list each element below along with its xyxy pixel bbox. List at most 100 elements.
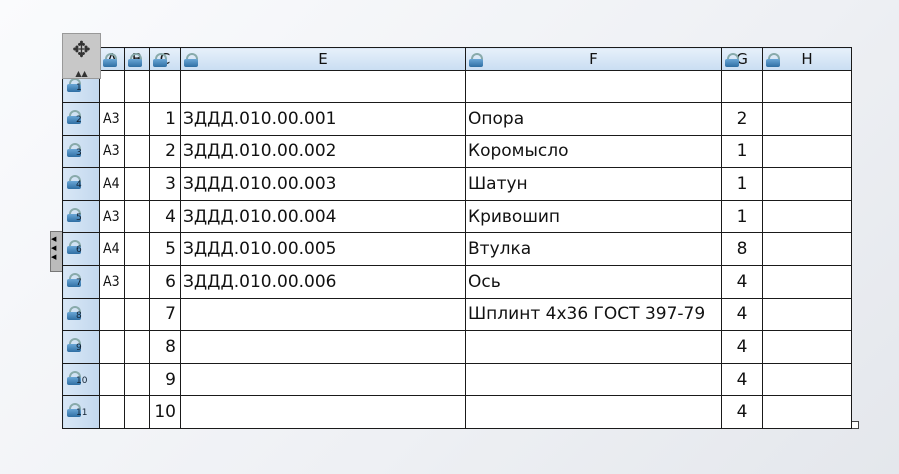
cell-quantity[interactable]: 4 — [721, 264, 763, 299]
cell-name[interactable]: Шатун — [465, 167, 722, 201]
cell-quantity[interactable]: 4 — [721, 297, 763, 332]
cell-quantity[interactable]: 2 — [721, 102, 763, 136]
row-header[interactable]: 8 — [62, 297, 100, 332]
cell-designation[interactable]: ЗДДД.010.00.005 — [180, 232, 466, 266]
column-header-g[interactable]: G — [721, 47, 763, 71]
cell-designation[interactable]: ЗДДД.010.00.002 — [180, 134, 466, 169]
cell-name[interactable] — [465, 395, 722, 429]
cell-name[interactable]: Ось — [465, 264, 722, 299]
resize-handle[interactable] — [851, 421, 859, 429]
cell-quantity[interactable]: 4 — [721, 395, 763, 429]
cell-designation[interactable]: ЗДДД.010.00.001 — [180, 102, 466, 136]
cell-b[interactable] — [124, 167, 150, 201]
column-header-e[interactable]: E — [180, 47, 466, 71]
cell-position[interactable]: 7 — [149, 297, 181, 332]
column-header-c[interactable]: C — [149, 47, 181, 71]
cell-name[interactable]: Опора — [465, 102, 722, 136]
cell-position[interactable]: 3 — [149, 167, 181, 201]
cell-b[interactable] — [124, 70, 150, 103]
cell-format[interactable] — [99, 297, 125, 332]
column-header-a[interactable]: A — [99, 47, 125, 71]
cell-format[interactable] — [99, 395, 125, 429]
cell-format[interactable] — [99, 362, 125, 397]
cell-format[interactable]: А3 — [99, 199, 125, 234]
cell-format[interactable] — [99, 70, 125, 103]
column-header-f[interactable]: F — [465, 47, 722, 71]
row-header[interactable]: 6 — [62, 232, 100, 266]
cell-b[interactable] — [124, 362, 150, 397]
row-header[interactable]: 9 — [62, 330, 100, 364]
cell-h[interactable] — [762, 297, 852, 332]
cell-quantity[interactable]: 1 — [721, 134, 763, 169]
row-header[interactable]: 7 — [62, 264, 100, 299]
cell-format[interactable] — [99, 330, 125, 364]
cell-quantity[interactable]: 1 — [721, 199, 763, 234]
cell-b[interactable] — [124, 330, 150, 364]
cell-position[interactable] — [149, 70, 181, 103]
column-label: F — [589, 50, 598, 68]
cell-format[interactable]: А3 — [99, 264, 125, 299]
cell-quantity[interactable]: 8 — [721, 232, 763, 266]
cell-h[interactable] — [762, 70, 852, 103]
cell-name[interactable]: Коромысло — [465, 134, 722, 169]
cell-designation[interactable] — [180, 362, 466, 397]
column-header-h[interactable]: H — [762, 47, 852, 71]
cell-b[interactable] — [124, 264, 150, 299]
cell-h[interactable] — [762, 134, 852, 169]
cell-quantity[interactable]: 1 — [721, 167, 763, 201]
row-header[interactable]: 10 — [62, 362, 100, 397]
cell-h[interactable] — [762, 102, 852, 136]
column-label: E — [318, 50, 328, 68]
cell-designation[interactable] — [180, 70, 466, 103]
row-header[interactable]: 11 — [62, 395, 100, 429]
cell-name[interactable] — [465, 330, 722, 364]
cell-quantity[interactable]: 4 — [721, 330, 763, 364]
table-move-handle[interactable]: ✥ ▲▲ — [62, 33, 101, 79]
cell-designation[interactable]: ЗДДД.010.00.006 — [180, 264, 466, 299]
lock-icon — [766, 53, 780, 67]
cell-format[interactable]: А3 — [99, 102, 125, 136]
cell-b[interactable] — [124, 134, 150, 169]
cell-designation[interactable]: ЗДДД.010.00.004 — [180, 199, 466, 234]
cell-position[interactable]: 5 — [149, 232, 181, 266]
cell-b[interactable] — [124, 199, 150, 234]
cell-name[interactable] — [465, 362, 722, 397]
cell-position[interactable]: 1 — [149, 102, 181, 136]
cell-b[interactable] — [124, 297, 150, 332]
cell-designation[interactable]: ЗДДД.010.00.003 — [180, 167, 466, 201]
cell-position[interactable]: 4 — [149, 199, 181, 234]
row-header[interactable]: 5 — [62, 199, 100, 234]
cell-name[interactable]: Кривошип — [465, 199, 722, 234]
cell-position[interactable]: 6 — [149, 264, 181, 299]
cell-name[interactable] — [465, 70, 722, 103]
cell-format[interactable]: А4 — [99, 167, 125, 201]
row-header[interactable]: 2 — [62, 102, 100, 136]
cell-h[interactable] — [762, 232, 852, 266]
cell-b[interactable] — [124, 395, 150, 429]
cell-name[interactable]: Шплинт 4x36 ГОСТ 397-79 — [465, 297, 722, 332]
cell-h[interactable] — [762, 199, 852, 234]
cell-quantity[interactable] — [721, 70, 763, 103]
cell-format[interactable]: А4 — [99, 232, 125, 266]
cell-b[interactable] — [124, 232, 150, 266]
cell-format[interactable]: А3 — [99, 134, 125, 169]
cell-designation[interactable] — [180, 297, 466, 332]
cell-b[interactable] — [124, 102, 150, 136]
cell-quantity[interactable]: 4 — [721, 362, 763, 397]
cell-h[interactable] — [762, 264, 852, 299]
cell-h[interactable] — [762, 362, 852, 397]
spec-table: A B C E F G H 1 2 А3 1 ЗДДД.010.00.001 О… — [62, 47, 852, 429]
cell-h[interactable] — [762, 167, 852, 201]
cell-h[interactable] — [762, 395, 852, 429]
cell-designation[interactable] — [180, 395, 466, 429]
cell-position[interactable]: 9 — [149, 362, 181, 397]
column-header-b[interactable]: B — [124, 47, 150, 71]
row-header[interactable]: 3 — [62, 134, 100, 169]
cell-designation[interactable] — [180, 330, 466, 364]
cell-h[interactable] — [762, 330, 852, 364]
cell-position[interactable]: 2 — [149, 134, 181, 169]
cell-position[interactable]: 10 — [149, 395, 181, 429]
cell-position[interactable]: 8 — [149, 330, 181, 364]
cell-name[interactable]: Втулка — [465, 232, 722, 266]
row-header[interactable]: 4 — [62, 167, 100, 201]
